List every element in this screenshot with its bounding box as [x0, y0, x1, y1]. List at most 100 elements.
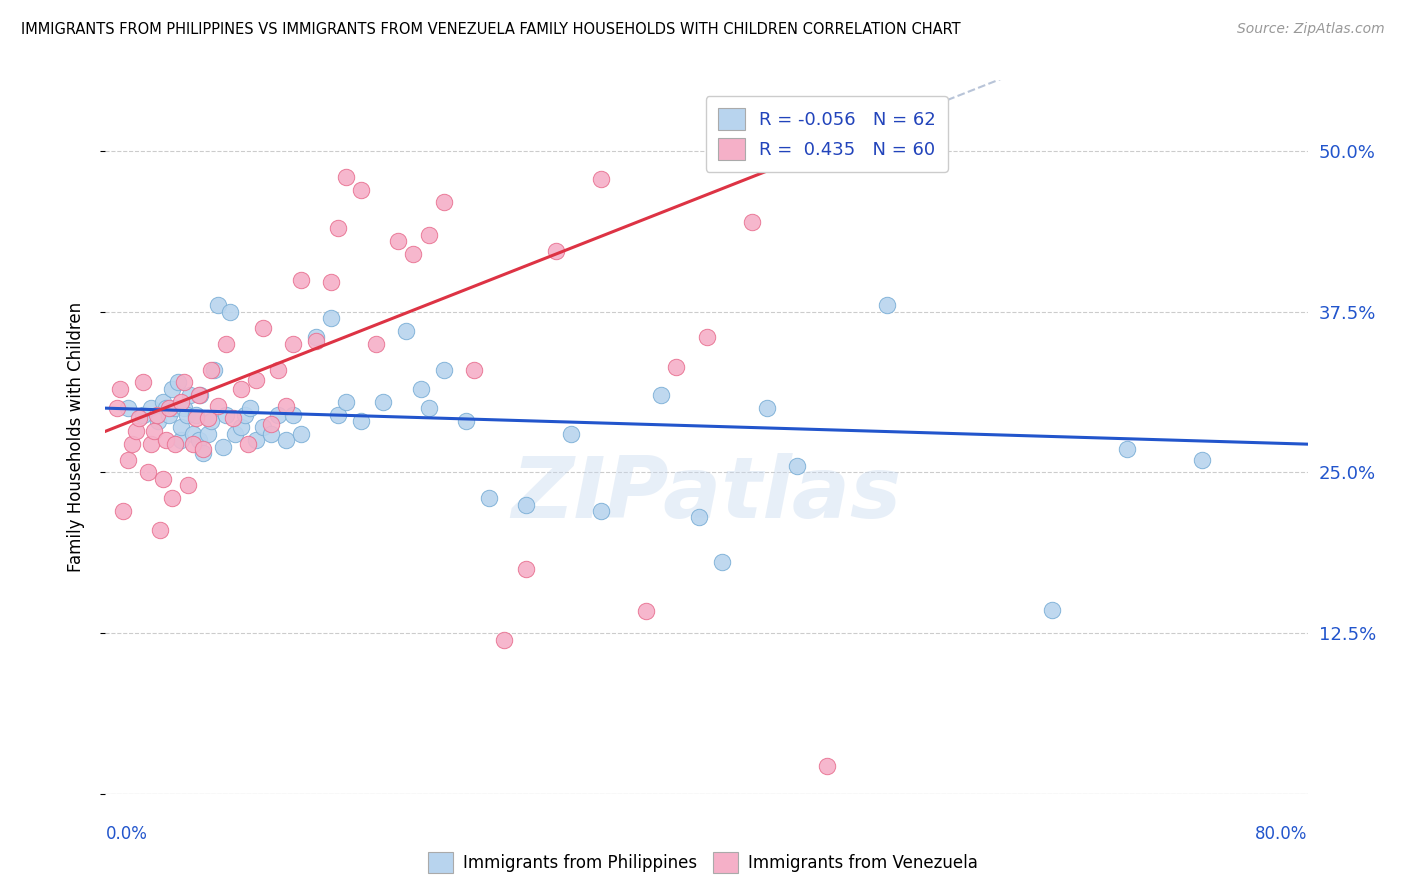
Point [224, 426, 246, 441]
Point [200, 414, 222, 428]
Point [328, 221, 350, 235]
Point [222, 411, 245, 425]
Point [432, 195, 454, 210]
Point [267, 362, 290, 376]
Point [696, 330, 718, 344]
Point [214, 336, 236, 351]
Point [876, 298, 898, 312]
Point [710, 556, 733, 570]
Point [387, 234, 409, 248]
Point [124, 425, 146, 439]
Point [245, 434, 267, 448]
Point [283, 408, 305, 422]
Point [402, 247, 425, 261]
Point [688, 510, 710, 524]
Point [148, 524, 170, 538]
Point [778, 141, 800, 155]
Point [187, 434, 209, 448]
Point [117, 452, 139, 467]
Point [290, 426, 312, 441]
Point [145, 408, 167, 422]
Point [373, 394, 395, 409]
Point [163, 401, 186, 416]
Point [117, 401, 139, 416]
Point [229, 382, 252, 396]
Point [152, 472, 174, 486]
Point [132, 376, 155, 390]
Point [187, 388, 209, 402]
Point [591, 504, 613, 518]
Point [274, 434, 297, 448]
Point [665, 359, 688, 374]
Point [163, 437, 186, 451]
Point [169, 434, 191, 448]
Point [515, 562, 537, 576]
Point [181, 426, 204, 441]
Point [207, 298, 229, 312]
Point [173, 401, 195, 416]
Point [110, 382, 132, 396]
Point [229, 420, 252, 434]
Point [418, 227, 440, 242]
Point [155, 401, 177, 416]
Point [132, 408, 155, 422]
Point [157, 401, 180, 416]
Point [136, 466, 159, 480]
Point [252, 321, 274, 335]
Text: ZIPatlas: ZIPatlas [512, 452, 901, 536]
Point [328, 408, 350, 422]
Point [173, 376, 195, 390]
Point [191, 446, 214, 460]
Text: Source: ZipAtlas.com: Source: ZipAtlas.com [1237, 22, 1385, 37]
Text: IMMIGRANTS FROM PHILIPPINES VS IMMIGRANTS FROM VENEZUELA FAMILY HOUSEHOLDS WITH : IMMIGRANTS FROM PHILIPPINES VS IMMIGRANT… [21, 22, 960, 37]
Point [197, 426, 219, 441]
Legend: R = -0.056   N = 62, R =  0.435   N = 60: R = -0.056 N = 62, R = 0.435 N = 60 [706, 96, 948, 172]
Point [160, 491, 183, 505]
Point [786, 458, 808, 473]
Point [260, 417, 283, 431]
Point [591, 172, 613, 186]
Point [478, 491, 501, 505]
Point [139, 401, 162, 416]
Point [166, 376, 188, 390]
Point [160, 382, 183, 396]
Point [492, 632, 515, 647]
Point [219, 304, 242, 318]
Point [152, 394, 174, 409]
Point [815, 758, 838, 772]
Point [260, 426, 283, 441]
Point [335, 394, 357, 409]
Point [283, 336, 305, 351]
Point [1040, 603, 1063, 617]
Point [350, 183, 373, 197]
Point [1191, 452, 1213, 467]
Point [319, 311, 342, 326]
Point [121, 437, 143, 451]
Point [252, 420, 274, 434]
Point [176, 408, 198, 422]
Point [395, 324, 418, 338]
Text: 80.0%: 80.0% [1256, 825, 1308, 843]
Point [184, 408, 207, 422]
Text: 0.0%: 0.0% [105, 825, 148, 843]
Point [418, 401, 440, 416]
Point [432, 362, 454, 376]
Point [741, 215, 763, 229]
Point [305, 334, 328, 349]
Point [139, 437, 162, 451]
Point [245, 373, 267, 387]
Point [755, 401, 778, 416]
Point [290, 272, 312, 286]
Point [157, 408, 180, 422]
Point [200, 362, 222, 376]
Point [267, 408, 290, 422]
Point [207, 399, 229, 413]
Point [1116, 442, 1139, 457]
Point [305, 330, 328, 344]
Point [191, 442, 214, 457]
Point [546, 244, 568, 259]
Point [155, 434, 177, 448]
Point [179, 388, 201, 402]
Y-axis label: Family Households with Children: Family Households with Children [66, 302, 84, 572]
Point [650, 388, 672, 402]
